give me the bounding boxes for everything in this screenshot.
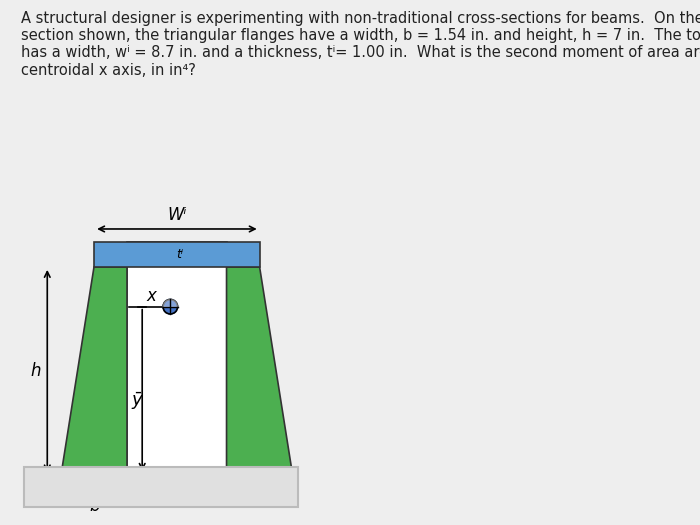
Text: Wⁱ: Wⁱ xyxy=(167,206,187,224)
Wedge shape xyxy=(163,299,178,307)
FancyBboxPatch shape xyxy=(24,467,298,507)
Polygon shape xyxy=(61,267,127,476)
Text: $\bar{y}$: $\bar{y}$ xyxy=(131,390,144,412)
Polygon shape xyxy=(227,267,293,476)
Text: A structural designer is experimenting with non-traditional cross-sections for b: A structural designer is experimenting w… xyxy=(21,10,700,78)
Circle shape xyxy=(163,299,178,314)
Bar xyxy=(94,242,260,267)
Bar xyxy=(127,242,227,476)
Text: b: b xyxy=(89,497,99,515)
Text: x: x xyxy=(146,287,156,305)
Text: tⁱ: tⁱ xyxy=(176,248,184,261)
Text: h: h xyxy=(30,362,41,380)
